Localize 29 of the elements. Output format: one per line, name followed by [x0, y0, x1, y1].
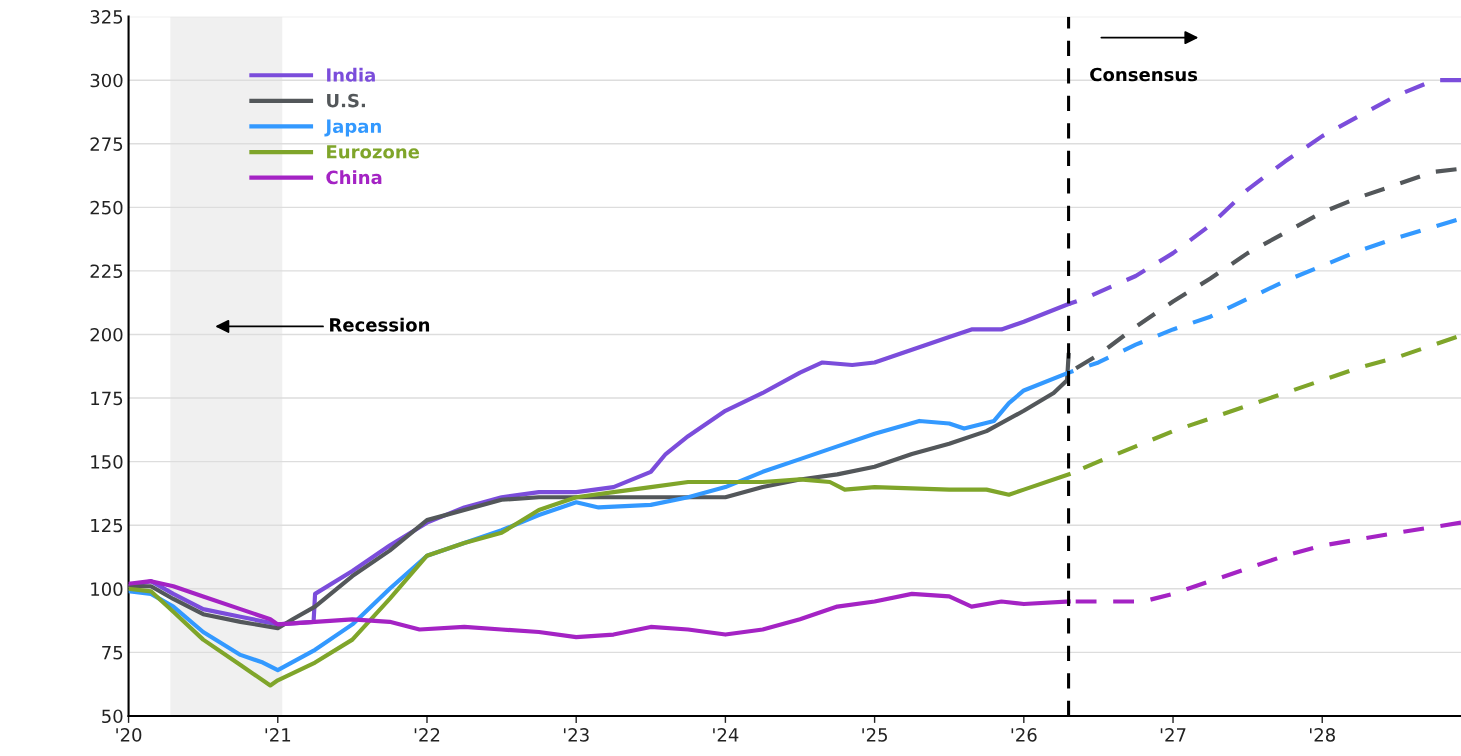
y-tick-label: 175	[91, 391, 123, 406]
legend-label: India	[327, 67, 375, 82]
y-tick-label: 150	[91, 455, 123, 469]
x-tick-label: '23	[563, 728, 589, 742]
legend-label: U.S.	[327, 93, 365, 108]
x-tick-label: '22	[414, 728, 440, 742]
y-tick-label: 125	[91, 518, 123, 533]
y-tick-label: 200	[90, 327, 123, 342]
y-tick-label: 50	[102, 709, 123, 724]
y-tick-label: 300	[90, 73, 123, 88]
legend-label: Japan	[324, 119, 381, 137]
y-tick-label: 75	[102, 646, 123, 660]
x-tick-label: '21	[265, 728, 291, 742]
y-tick-label: 225	[90, 264, 123, 279]
y-tick-label: 325	[90, 10, 123, 24]
x-tick-label: '28	[1310, 728, 1335, 742]
y-tick-label: 250	[90, 200, 123, 215]
annotation: Consensus	[1090, 67, 1198, 82]
x-tick-label: '25	[862, 728, 887, 742]
y-tick-label: 275	[90, 137, 123, 151]
annotation: Recession	[330, 317, 430, 332]
x-tick-label: '26	[1011, 728, 1037, 742]
x-tick-label: '27	[1160, 728, 1186, 742]
legend-label: China	[326, 170, 382, 185]
y-tick-label: 100	[91, 582, 123, 596]
line-series	[128, 352, 1071, 631]
legend-label: Eurozone	[327, 145, 420, 159]
x-tick-label: '20	[116, 728, 142, 742]
x-tick-label: '24	[713, 728, 739, 742]
